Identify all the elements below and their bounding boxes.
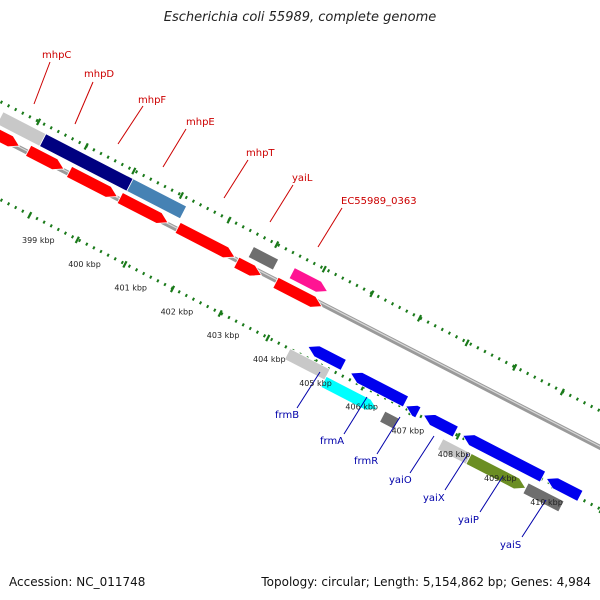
major-tick — [464, 339, 470, 347]
label-frmB: frmB — [275, 410, 299, 421]
scale-label: 409 kbp — [484, 474, 517, 483]
major-tick — [455, 432, 461, 440]
label-yaiO: yaiO — [389, 475, 412, 486]
label-frmA-leader — [343, 396, 368, 435]
gene-arrow-mhpD — [24, 144, 65, 171]
label-yaiP-leader — [479, 475, 504, 513]
gene-arrow-mhpF — [65, 165, 118, 198]
gene-box-darkgray — [247, 246, 280, 271]
label-mhpD-leader — [74, 81, 94, 125]
label-mhpC-leader — [33, 61, 51, 105]
gene-arrow-yaiO — [422, 414, 459, 438]
scale-label: 404 kbp — [253, 355, 286, 364]
label-yaiX: yaiX — [423, 493, 445, 504]
major-tick — [274, 241, 280, 249]
scale-label: 401 kbp — [114, 284, 147, 293]
major-tick — [226, 216, 232, 224]
gene-box-darkgray-2 — [522, 482, 565, 513]
label-frmA: frmA — [320, 436, 344, 447]
major-tick — [36, 118, 42, 126]
gene-arrow-cyan — [320, 375, 378, 411]
gene-arrow-frmB — [307, 345, 347, 371]
major-tick — [169, 285, 176, 293]
label-frmB-leader — [296, 371, 321, 409]
label-yaiS-leader — [521, 499, 547, 538]
gene-box-gray-small — [379, 410, 400, 430]
gene-arrow-mhpT — [174, 221, 236, 259]
scale-label: 405 kbp — [299, 379, 332, 388]
label-mhpT-leader — [223, 159, 249, 199]
accession-text: Accession: NC_011748 — [9, 575, 146, 589]
gene-arrow-olive — [465, 452, 527, 490]
scale-label: 410 kbp — [530, 498, 563, 507]
label-yaiP: yaiP — [458, 515, 479, 526]
gene-box-steelblue — [126, 178, 188, 220]
label-EC55989_0363-leader — [317, 207, 343, 248]
major-tick — [321, 265, 327, 273]
label-mhpF-leader — [117, 105, 144, 145]
topology-text: Topology: circular; Length: 5,154,862 bp… — [261, 575, 591, 589]
scale-label: 402 kbp — [161, 307, 194, 316]
major-tick — [27, 211, 33, 219]
gene-arrow-red — [272, 276, 323, 308]
scale-label: 407 kbp — [392, 426, 425, 435]
gene-arrow-mhpC — [0, 128, 21, 148]
major-tick — [74, 236, 80, 244]
label-mhpE-leader — [162, 128, 187, 168]
label-yaiL: yaiL — [292, 173, 313, 184]
gene-arrow-EC55989_0363 — [288, 267, 329, 293]
label-mhpF: mhpF — [138, 95, 166, 106]
gene-arrow-mhpE — [116, 191, 169, 224]
map-title: Escherichia coli 55989, complete genome — [163, 10, 437, 25]
label-mhpE: mhpE — [186, 117, 215, 128]
label-frmR: frmR — [354, 456, 378, 467]
gene-arrow-yaiP — [545, 477, 584, 502]
scale-label: 406 kbp — [345, 403, 378, 412]
label-EC55989_0363: EC55989_0363 — [341, 196, 417, 207]
label-mhpD: mhpD — [84, 69, 114, 80]
major-tick — [559, 388, 565, 396]
major-tick — [369, 290, 375, 298]
major-tick — [416, 314, 423, 322]
gene-arrow-yaiX — [462, 434, 547, 483]
label-mhpT: mhpT — [246, 148, 275, 159]
major-tick — [217, 309, 223, 318]
label-frmR-leader — [376, 416, 401, 455]
label-mhpC: mhpC — [42, 50, 71, 61]
major-tick — [178, 191, 185, 200]
major-tick — [122, 260, 128, 269]
gene-arrow-frmR — [405, 404, 422, 419]
scale-label: 399 kbp — [22, 236, 55, 245]
label-yaiX-leader — [444, 453, 469, 491]
gene-arrow-yaiL — [233, 256, 263, 277]
label-yaiL-leader — [269, 184, 294, 223]
scale-label: 403 kbp — [207, 331, 240, 340]
major-tick — [512, 363, 518, 372]
major-tick — [83, 142, 89, 151]
gene-arrow-frmA — [349, 371, 410, 408]
scale-label: 408 kbp — [438, 450, 471, 459]
major-tick — [265, 334, 271, 342]
major-tick — [131, 167, 137, 175]
label-yaiO-leader — [409, 435, 435, 474]
scale-label: 400 kbp — [68, 260, 101, 269]
label-yaiS: yaiS — [500, 540, 521, 551]
